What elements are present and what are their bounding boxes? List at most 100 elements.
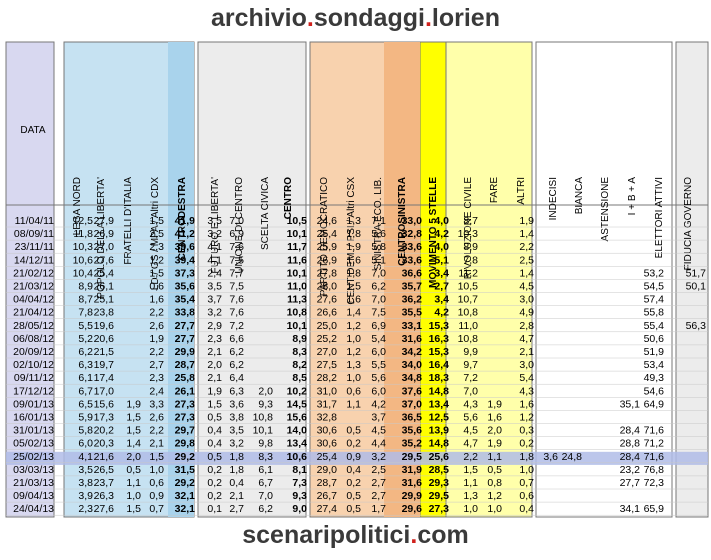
cell-rc: 8,9 <box>463 241 478 253</box>
cell-cdx: 31,5 <box>175 464 196 476</box>
cell-lega: 6,1 <box>78 372 93 384</box>
cell-fli: 1,5 <box>207 398 222 410</box>
cell-iba: 28,4 <box>620 425 641 437</box>
cell-rc: 9,7 <box>463 359 478 371</box>
cell-cdx: 37,3 <box>175 267 196 279</box>
cell-fli: 2,3 <box>207 333 222 345</box>
cell-lega: 10,6 <box>73 254 94 266</box>
cell-cdx: 33,8 <box>175 307 196 319</box>
cell-fli: 3,7 <box>207 294 222 306</box>
cell-ld: 1,5 <box>149 451 164 463</box>
title-dot2: . <box>424 4 432 32</box>
cell-centro: 9,3 <box>292 490 307 502</box>
cell-cd: 1,3 <box>346 215 361 227</box>
cell-elettori: 50,6 <box>644 333 665 345</box>
cell-ld: 2,2 <box>149 346 164 358</box>
cell-csx: 34,2 <box>402 346 423 358</box>
cell-cdx: 29,8 <box>175 438 196 450</box>
cell-pdl: 19,7 <box>94 359 115 371</box>
header-fare: FARE <box>489 177 500 203</box>
cell-elettori: 54,5 <box>644 281 665 293</box>
cell-cd: 1,2 <box>346 346 361 358</box>
cell-centro: 14,5 <box>287 398 308 410</box>
site-title: archivio.sondaggi.lorien <box>0 4 711 33</box>
cell-date: 08/09/11 <box>14 228 54 240</box>
cell-m5s: 14,8 <box>429 438 450 450</box>
cell-ld: 2,2 <box>149 307 164 319</box>
cell-m5s: 16,4 <box>429 359 450 371</box>
cell-fli: 0,2 <box>207 464 222 476</box>
cell-m5s: 27,3 <box>429 503 450 515</box>
cell-m5s: 29,5 <box>429 490 450 502</box>
cell-pdl: 26,5 <box>94 464 115 476</box>
cell-m5s: 13,9 <box>429 425 450 437</box>
cell-m5s: 18,3 <box>429 372 450 384</box>
cell-centro: 8,1 <box>292 464 307 476</box>
cell-date: 21/03/13 <box>13 477 54 489</box>
cell-elettori: 53,4 <box>644 359 665 371</box>
cell-altri: 0,4 <box>519 503 534 515</box>
cell-fdi: 1,4 <box>126 438 141 450</box>
cell-pd: 28,2 <box>317 372 338 384</box>
cell-csx: 29,5 <box>402 451 423 463</box>
cell-csx: 36,5 <box>402 412 423 424</box>
cell-fare: 1,0 <box>487 503 502 515</box>
header-rc: RIVOLUZIONE CIVILE <box>463 177 474 280</box>
cell-pd: 26,7 <box>317 490 338 502</box>
cell-centro: 15,6 <box>287 412 308 424</box>
cell-centro: 11,0 <box>287 281 307 293</box>
cell-elettori: 71,6 <box>644 425 665 437</box>
cell-udc: 3,6 <box>229 398 244 410</box>
header-fli: FUTURO E LIBERTA' <box>210 177 221 274</box>
cell-sel: 5,8 <box>371 241 386 253</box>
cell-csx: 35,7 <box>402 281 423 293</box>
cell-elettori: 65,9 <box>644 503 665 515</box>
cell-pd: 29,0 <box>317 464 338 476</box>
cell-fli: 3,2 <box>207 228 222 240</box>
cell-date: 28/05/12 <box>13 320 54 332</box>
header-pd: PARTITO DEMOCRATICO <box>319 177 330 296</box>
cell-pd: 31,0 <box>317 385 338 397</box>
cell-iba: 34,1 <box>620 503 641 515</box>
cell-sel: 4,4 <box>371 438 386 450</box>
cell-fdi: 1,0 <box>126 490 141 502</box>
cell-fdi: 1,9 <box>126 398 141 410</box>
cell-sc: 6,2 <box>258 503 273 515</box>
cell-centro: 8,9 <box>292 333 307 345</box>
cell-udc: 3,8 <box>229 412 244 424</box>
cell-elettori: 53,2 <box>644 267 665 279</box>
cell-fli: 3,5 <box>207 281 222 293</box>
cell-csx: 37,6 <box>402 385 423 397</box>
cell-pd: 25,0 <box>317 320 338 332</box>
header-pdl: POPOLO DELLA LIBERTA' <box>96 177 107 299</box>
cell-sel: 5,1 <box>371 254 386 266</box>
header-sc: SCELTA CIVICA <box>260 177 271 250</box>
cell-csx: 29,6 <box>402 503 423 515</box>
cell-sel: 4,2 <box>371 398 386 410</box>
cell-cd: 0,2 <box>346 438 361 450</box>
cell-lega: 8,7 <box>78 294 93 306</box>
cell-date: 04/04/12 <box>13 294 54 306</box>
cell-sc: 6,1 <box>258 464 273 476</box>
cell-sel: 2,7 <box>371 477 386 489</box>
cell-lega: 7,8 <box>78 307 93 319</box>
cell-lega: 6,5 <box>78 398 93 410</box>
cell-m5s: 4,0 <box>434 215 449 227</box>
header-fdi: FRATELLI D'ITALIA <box>123 177 134 265</box>
cell-cdx: 27,3 <box>175 412 196 424</box>
cell-altri: 0,6 <box>519 490 534 502</box>
cell-sel: 4,5 <box>371 425 386 437</box>
cell-altri: 3,0 <box>519 294 534 306</box>
cell-udc: 1,8 <box>229 451 244 463</box>
cell-altri: 1,2 <box>519 412 534 424</box>
cell-date: 11/04/11 <box>15 215 54 227</box>
cell-cdx: 27,7 <box>175 333 196 345</box>
cell-sel: 7,0 <box>371 294 386 306</box>
cell-pd: 31,7 <box>317 398 338 410</box>
cell-date: 21/04/12 <box>13 307 54 319</box>
cell-sel: 6,0 <box>371 346 386 358</box>
cell-date: 02/10/12 <box>13 359 54 371</box>
cell-pdl: 17,4 <box>94 372 115 384</box>
cell-cdx: 28,7 <box>175 359 196 371</box>
cell-altri: 4,7 <box>519 333 534 345</box>
